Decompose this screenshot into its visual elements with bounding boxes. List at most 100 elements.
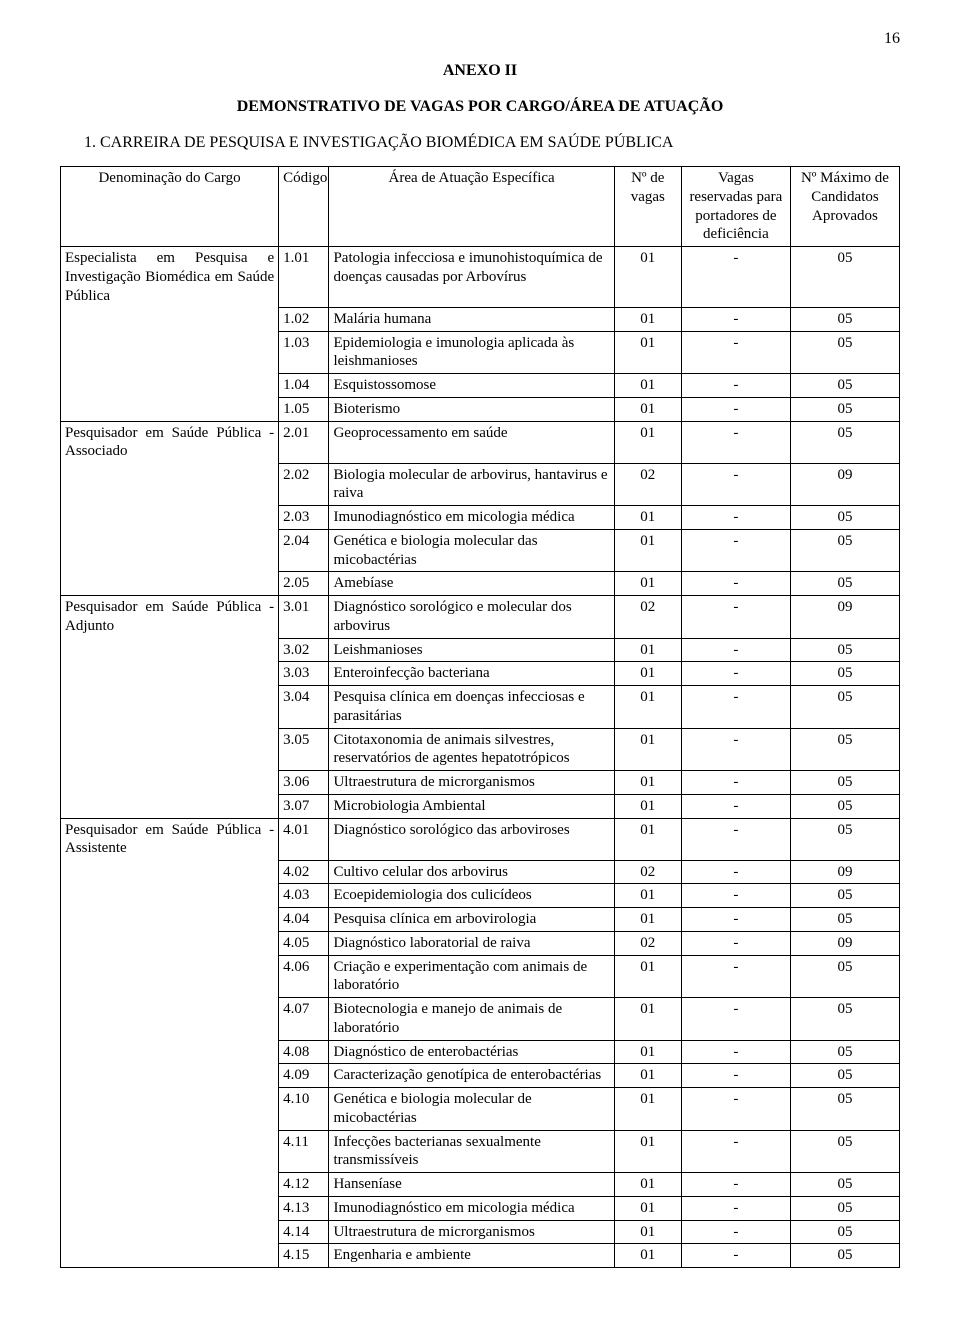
cell-maximo: 05 bbox=[790, 1064, 899, 1088]
cell-denominacao bbox=[61, 884, 279, 908]
cell-maximo: 05 bbox=[790, 794, 899, 818]
cell-reservadas: - bbox=[681, 998, 790, 1041]
cell-area: Genética e biologia molecular das micoba… bbox=[329, 529, 614, 572]
table-row: 4.02Cultivo celular dos arbovirus02-09 bbox=[61, 860, 900, 884]
cell-reservadas: - bbox=[681, 908, 790, 932]
cell-maximo: 05 bbox=[790, 1130, 899, 1173]
cell-reservadas: - bbox=[681, 1130, 790, 1173]
cell-denominacao: Pesquisador em Saúde Pública - Assistent… bbox=[61, 818, 279, 860]
cell-denominacao bbox=[61, 771, 279, 795]
cell-maximo: 05 bbox=[790, 1244, 899, 1268]
cell-codigo: 4.01 bbox=[279, 818, 329, 860]
cell-area: Biotecnologia e manejo de animais de lab… bbox=[329, 998, 614, 1041]
cell-maximo: 05 bbox=[790, 307, 899, 331]
cell-codigo: 2.05 bbox=[279, 572, 329, 596]
table-row: 3.04Pesquisa clínica em doenças infeccio… bbox=[61, 686, 900, 729]
cell-reservadas: - bbox=[681, 1220, 790, 1244]
cell-area: Enteroinfecção bacteriana bbox=[329, 662, 614, 686]
cell-reservadas: - bbox=[681, 421, 790, 463]
cell-maximo: 05 bbox=[790, 1220, 899, 1244]
cell-area: Pesquisa clínica em doenças infecciosas … bbox=[329, 686, 614, 729]
cell-codigo: 4.11 bbox=[279, 1130, 329, 1173]
cell-codigo: 3.07 bbox=[279, 794, 329, 818]
cell-denominacao bbox=[61, 998, 279, 1041]
cell-denominacao: Especialista em Pesquisa e Investigação … bbox=[61, 247, 279, 308]
cell-maximo: 05 bbox=[790, 572, 899, 596]
table-row: 2.04Genética e biologia molecular das mi… bbox=[61, 529, 900, 572]
cell-vagas: 01 bbox=[614, 506, 681, 530]
cell-vagas: 01 bbox=[614, 374, 681, 398]
cell-reservadas: - bbox=[681, 686, 790, 729]
table-row: 4.08Diagnóstico de enterobactérias01-05 bbox=[61, 1040, 900, 1064]
col-reservadas: Vagas reservadas para portadores de defi… bbox=[681, 167, 790, 247]
cell-reservadas: - bbox=[681, 1040, 790, 1064]
cell-maximo: 05 bbox=[790, 728, 899, 771]
cell-maximo: 05 bbox=[790, 686, 899, 729]
table-row: 4.05Diagnóstico laboratorial de raiva02-… bbox=[61, 931, 900, 955]
cell-denominacao bbox=[61, 331, 279, 374]
annex-title: ANEXO II bbox=[60, 62, 900, 80]
col-codigo: Código bbox=[279, 167, 329, 247]
table-row: 1.02Malária humana01-05 bbox=[61, 307, 900, 331]
cell-denominacao bbox=[61, 463, 279, 506]
cell-vagas: 02 bbox=[614, 931, 681, 955]
table-row: 4.07Biotecnologia e manejo de animais de… bbox=[61, 998, 900, 1041]
cell-codigo: 4.14 bbox=[279, 1220, 329, 1244]
cell-vagas: 02 bbox=[614, 596, 681, 639]
cell-denominacao bbox=[61, 728, 279, 771]
document-page: 16 ANEXO II DEMONSTRATIVO DE VAGAS POR C… bbox=[0, 0, 960, 1308]
cell-reservadas: - bbox=[681, 662, 790, 686]
cell-vagas: 01 bbox=[614, 331, 681, 374]
section-title: 1. CARREIRA DE PESQUISA E INVESTIGAÇÃO B… bbox=[84, 134, 900, 152]
cell-area: Ultraestrutura de microrganismos bbox=[329, 771, 614, 795]
cell-codigo: 4.06 bbox=[279, 955, 329, 998]
cell-vagas: 01 bbox=[614, 529, 681, 572]
cell-denominacao bbox=[61, 397, 279, 421]
cell-area: Engenharia e ambiente bbox=[329, 1244, 614, 1268]
table-row: 1.05Bioterismo01-05 bbox=[61, 397, 900, 421]
cell-codigo: 2.02 bbox=[279, 463, 329, 506]
cell-reservadas: - bbox=[681, 596, 790, 639]
cell-denominacao bbox=[61, 1220, 279, 1244]
table-row: 1.04Esquistossomose01-05 bbox=[61, 374, 900, 398]
cell-maximo: 05 bbox=[790, 908, 899, 932]
cell-vagas: 02 bbox=[614, 860, 681, 884]
cell-codigo: 1.05 bbox=[279, 397, 329, 421]
table-row: 4.03Ecoepidemiologia dos culicídeos01-05 bbox=[61, 884, 900, 908]
cell-codigo: 4.15 bbox=[279, 1244, 329, 1268]
cell-maximo: 05 bbox=[790, 421, 899, 463]
cell-reservadas: - bbox=[681, 818, 790, 860]
cell-codigo: 3.04 bbox=[279, 686, 329, 729]
cell-vagas: 01 bbox=[614, 998, 681, 1041]
cell-codigo: 4.12 bbox=[279, 1173, 329, 1197]
cell-maximo: 05 bbox=[790, 638, 899, 662]
table-row: 3.05Citotaxonomia de animais silvestres,… bbox=[61, 728, 900, 771]
cell-reservadas: - bbox=[681, 931, 790, 955]
cell-vagas: 01 bbox=[614, 1040, 681, 1064]
cell-codigo: 3.03 bbox=[279, 662, 329, 686]
cell-denominacao bbox=[61, 955, 279, 998]
cell-codigo: 2.03 bbox=[279, 506, 329, 530]
cell-reservadas: - bbox=[681, 463, 790, 506]
table-row: 3.07Microbiologia Ambiental01-05 bbox=[61, 794, 900, 818]
cell-reservadas: - bbox=[681, 397, 790, 421]
cell-area: Cultivo celular dos arbovirus bbox=[329, 860, 614, 884]
table-row: 4.13Imunodiagnóstico em micologia médica… bbox=[61, 1196, 900, 1220]
cell-reservadas: - bbox=[681, 1196, 790, 1220]
cell-codigo: 3.05 bbox=[279, 728, 329, 771]
cell-area: Hanseníase bbox=[329, 1173, 614, 1197]
cell-area: Caracterização genotípica de enterobacté… bbox=[329, 1064, 614, 1088]
cell-codigo: 1.01 bbox=[279, 247, 329, 308]
cell-area: Ultraestrutura de microrganismos bbox=[329, 1220, 614, 1244]
cell-denominacao bbox=[61, 1244, 279, 1268]
table-row: 4.10Genética e biologia molecular de mic… bbox=[61, 1088, 900, 1131]
cell-area: Diagnóstico sorológico das arboviroses bbox=[329, 818, 614, 860]
cell-denominacao bbox=[61, 1088, 279, 1131]
cell-area: Amebíase bbox=[329, 572, 614, 596]
cell-area: Patologia infecciosa e imunohistoquímica… bbox=[329, 247, 614, 308]
cell-area: Leishmanioses bbox=[329, 638, 614, 662]
cell-vagas: 01 bbox=[614, 1196, 681, 1220]
cell-denominacao bbox=[61, 794, 279, 818]
table-row: Especialista em Pesquisa e Investigação … bbox=[61, 247, 900, 308]
table-row: Pesquisador em Saúde Pública - Adjunto3.… bbox=[61, 596, 900, 639]
